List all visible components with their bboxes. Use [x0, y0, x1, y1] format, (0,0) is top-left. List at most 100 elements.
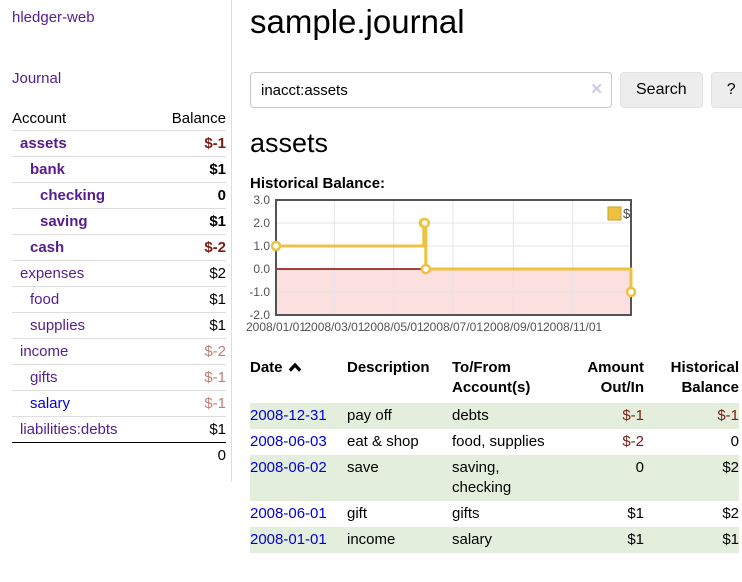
y-tick-label: 1.0: [253, 239, 270, 253]
account-balance: $1: [153, 312, 226, 339]
account-link[interactable]: cash: [30, 239, 65, 256]
account-balance: $1: [153, 286, 226, 313]
account-row: saving $1: [12, 208, 226, 235]
sidebar-item-journal[interactable]: Journal: [12, 70, 62, 87]
app-title-link[interactable]: hledger-web: [12, 9, 95, 26]
transaction-amount: $-2: [622, 433, 644, 450]
register-header-date[interactable]: Date: [250, 356, 347, 403]
register-row: 2008-06-01 gift gifts $1 $2: [250, 501, 739, 527]
register-table: Date Description To/From Account(s) Amou…: [250, 356, 739, 553]
data-point-marker: [419, 217, 431, 229]
legend-label: $: [623, 206, 631, 221]
x-tick-label: 2008/11/01: [543, 320, 602, 334]
clear-search-icon[interactable]: ✕: [590, 81, 603, 98]
transaction-amount: $1: [627, 505, 644, 522]
transaction-accounts: salary: [452, 531, 493, 548]
account-row: assets $-1: [12, 130, 226, 157]
account-balance: $-2: [153, 234, 226, 261]
transaction-accounts: food, supplies: [452, 433, 545, 450]
x-tick-label: 2008/07/01: [423, 320, 483, 334]
transaction-description: pay off: [347, 407, 392, 424]
account-balance: $1: [153, 416, 226, 443]
transaction-amount: $-1: [622, 407, 644, 424]
sidebar: hledger-web Journal Account Balance asse…: [0, 0, 232, 482]
legend-swatch: [607, 206, 622, 221]
transaction-amount: 0: [635, 459, 644, 476]
transaction-description: income: [347, 531, 396, 548]
register-row: 2008-06-02 save saving, checking 0 $2: [250, 455, 739, 501]
account-balance: $1: [153, 156, 226, 183]
plot-frame: [275, 199, 632, 316]
account-row: gifts $-1: [12, 364, 226, 391]
account-link[interactable]: checking: [40, 187, 106, 204]
x-tick-label: 2008/01/01: [246, 320, 306, 334]
accounts-table: Account Balance assets $-1 bank $1 checking 0…: [12, 107, 226, 468]
transaction-date-link[interactable]: 2008-01-01: [250, 531, 327, 548]
y-tick-label: -1.0: [249, 285, 270, 299]
register-header-amount: Amount Out/In: [587, 359, 644, 396]
account-link[interactable]: gifts: [30, 369, 58, 386]
account-link[interactable]: income: [20, 343, 69, 360]
help-button[interactable]: ?: [710, 72, 742, 108]
account-balance: $-2: [153, 338, 226, 365]
account-balance: $2: [153, 260, 226, 287]
accounts-total-row: 0: [12, 442, 226, 468]
transaction-accounts: debts: [452, 407, 489, 424]
chart-title: Historical Balance:: [250, 175, 386, 192]
account-link[interactable]: supplies: [30, 317, 86, 334]
y-tick-label: 0.0: [253, 262, 270, 276]
balance-chart: $3.0 2.0 1.0 0.0 -1.0 -2.02008/01/012008/03/0…: [246, 193, 637, 334]
transaction-amount: $1: [627, 531, 644, 548]
data-point-marker: [270, 240, 282, 252]
app-root: hledger-web Journal Account Balance asse…: [0, 0, 742, 553]
accounts-header-account: Account: [12, 107, 154, 131]
transaction-date-link[interactable]: 2008-12-31: [250, 407, 327, 424]
account-row: liabilities:debts $1: [12, 416, 226, 443]
x-tick-label: 2008/03/01: [304, 320, 364, 334]
register-header-description: Description: [347, 359, 430, 376]
register-header-accounts: To/From Account(s): [452, 359, 531, 396]
account-row: income $-2: [12, 338, 226, 365]
y-tick-label: -2.0: [249, 308, 270, 322]
transaction-description: gift: [347, 505, 368, 522]
account-balance: $1: [153, 208, 226, 235]
register-tbody: 2008-12-31 pay off debts $-1 $-1 2008-06-03 ea…: [250, 403, 739, 553]
transaction-accounts: gifts: [452, 505, 480, 522]
transaction-description: save: [347, 459, 379, 476]
account-link[interactable]: food: [30, 291, 60, 308]
accounts-tbody: assets $-1 bank $1 checking 0 saving $1 cash $-2 e…: [12, 130, 226, 443]
transaction-balance: $-1: [717, 407, 739, 424]
account-link[interactable]: salary: [30, 395, 71, 412]
transaction-date-link[interactable]: 2008-06-01: [250, 505, 327, 522]
account-link[interactable]: assets: [20, 135, 67, 152]
account-link[interactable]: saving: [40, 213, 88, 230]
main-panel: sample.journal ✕ Search ? assets Histori…: [232, 0, 742, 553]
transaction-accounts: saving, checking: [452, 459, 512, 496]
register-header-balance: Historical Balance: [670, 359, 739, 396]
accounts-total-value: 0: [153, 442, 226, 468]
account-row: food $1: [12, 286, 226, 313]
transaction-date-link[interactable]: 2008-06-02: [250, 459, 327, 476]
transaction-balance: $2: [722, 459, 739, 476]
y-tick-label: 3.0: [253, 193, 270, 207]
search-bar: ✕ Search ?: [250, 72, 742, 108]
register-header-row: Date Description To/From Account(s) Amou…: [250, 356, 739, 403]
account-link[interactable]: bank: [30, 161, 66, 178]
account-link[interactable]: expenses: [20, 265, 85, 282]
account-balance: 0: [153, 182, 226, 209]
data-point-marker: [420, 263, 432, 275]
sort-ascending-icon: [288, 358, 302, 378]
search-button[interactable]: Search: [620, 72, 703, 108]
accounts-header-balance: Balance: [153, 107, 226, 131]
transaction-date-link[interactable]: 2008-06-03: [250, 433, 327, 450]
account-row: supplies $1: [12, 312, 226, 339]
account-row: salary $-1: [12, 390, 226, 417]
account-row: expenses $2: [12, 260, 226, 287]
account-link[interactable]: liabilities:debts: [20, 421, 118, 438]
account-balance: $-1: [153, 390, 226, 417]
account-row: checking 0: [12, 182, 226, 209]
y-tick-label: 2.0: [253, 216, 270, 230]
account-balance: $-1: [153, 364, 226, 391]
account-row: cash $-2: [12, 234, 226, 261]
search-input[interactable]: [250, 72, 612, 108]
